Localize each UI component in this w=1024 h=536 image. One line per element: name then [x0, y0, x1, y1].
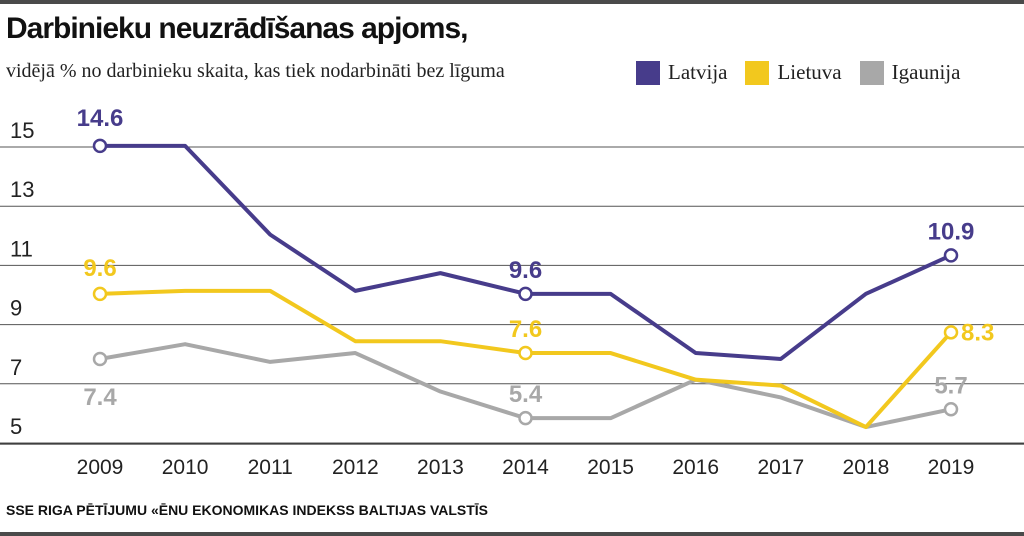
x-tick-label-2018: 2018: [843, 456, 890, 479]
y-axis-ticks: 5 7 9 11 13 15: [10, 118, 34, 439]
marker-lietuva-2014: [518, 345, 533, 361]
x-tick-label-2011: 2011: [248, 456, 293, 479]
x-tick-label-2015: 2015: [587, 456, 634, 479]
x-tick-label-2010: 2010: [162, 456, 209, 479]
chart-subtitle: vidējā % no darbinieku skaita, kas tiek …: [6, 60, 505, 82]
data-label-igaunija-2009: 7.4: [83, 384, 117, 411]
marker-lietuva-2009: [92, 286, 108, 302]
y-tick-label-11: 11: [10, 236, 33, 261]
marker-latvija-2009: [92, 138, 108, 154]
legend: Latvija Lietuva Igaunija: [636, 60, 978, 85]
grid: [0, 146, 1024, 445]
x-tick-label-2009: 2009: [77, 456, 124, 479]
y-tick-label-13: 13: [10, 177, 34, 202]
marker-latvija-2014: [518, 286, 533, 302]
marker-latvija-2019: [943, 248, 959, 263]
bottom-rule: [0, 532, 1024, 536]
y-tick-label-15: 15: [10, 118, 34, 143]
x-tick-label-2014: 2014: [502, 456, 549, 479]
data-label-latvija-2014: 9.6: [509, 257, 542, 284]
data-label-lietuva-2019: 8.3: [961, 319, 994, 346]
legend-swatch-igaunija: [859, 60, 884, 85]
source-note: SSE RIGA PĒTĪJUMU «ĒNU EKONOMIKAS INDEKS…: [6, 502, 489, 518]
y-tick-label-7: 7: [10, 355, 22, 380]
data-label-latvija-2019: 10.9: [928, 218, 975, 245]
chart-title: Darbinieku neuzrādīšanas apjoms,: [6, 12, 468, 45]
x-tick-label-2012: 2012: [332, 456, 379, 479]
data-label-lietuva-2009: 9.6: [83, 255, 116, 282]
legend-label-latvija: Latvija: [668, 60, 728, 84]
data-label-latvija-2009: 14.6: [77, 105, 124, 132]
legend-item-latvija: Latvija: [636, 60, 727, 85]
marker-igaunija-2009: [92, 351, 108, 367]
x-tick-label-2013: 2013: [417, 456, 464, 479]
data-labels: 14.6 9.6 10.9 9.6 7.6 8.3 7.4 5.4 5.7: [77, 105, 994, 426]
y-tick-label-9: 9: [10, 296, 22, 321]
legend-label-igaunija: Igaunija: [891, 60, 961, 84]
top-rule: [0, 0, 1024, 4]
legend-label-lietuva: Lietuva: [777, 60, 842, 84]
legend-swatch-lietuva: [745, 60, 770, 85]
data-label-igaunija-2014: 5.4: [509, 381, 543, 408]
marker-igaunija-2019: [943, 402, 959, 417]
x-tick-label-2019: 2019: [928, 456, 975, 479]
legend-item-lietuva: Lietuva: [745, 60, 842, 85]
x-tick-label-2017: 2017: [757, 456, 804, 479]
legend-item-igaunija: Igaunija: [859, 60, 961, 85]
data-label-igaunija-2019: 5.7: [934, 372, 967, 399]
marker-lietuva-2019: [943, 325, 959, 340]
x-axis-ticks: 2009 2010 2011 2012 2013 2014 2015 2016 2017 2018…: [77, 456, 975, 479]
marker-igaunija-2014: [518, 410, 533, 426]
x-tick-label-2016: 2016: [672, 456, 719, 479]
y-tick-label-5: 5: [10, 414, 22, 439]
legend-swatch-latvija: [636, 60, 660, 85]
data-label-lietuva-2014: 7.6: [509, 316, 542, 343]
